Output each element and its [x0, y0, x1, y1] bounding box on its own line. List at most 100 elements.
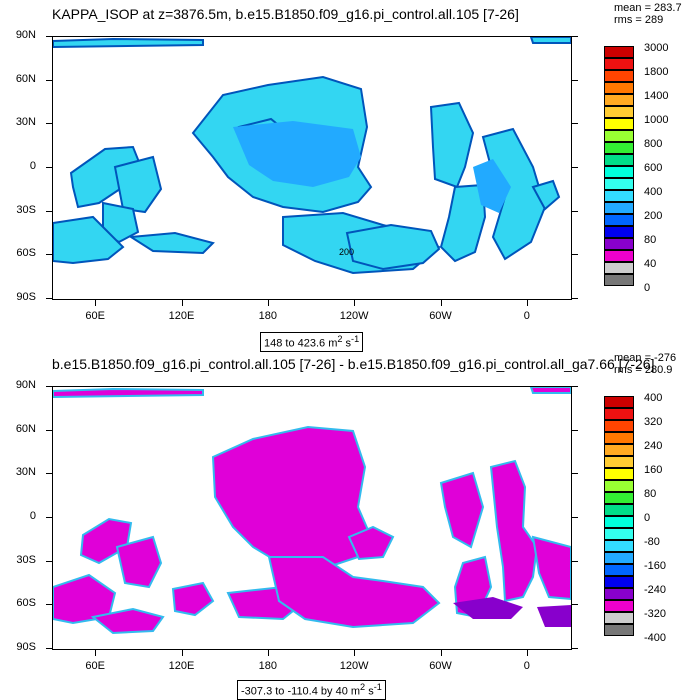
- bottom-land-region: [53, 387, 204, 399]
- top-xtick-mark: [95, 300, 97, 306]
- top-rms-stat: rms = 289: [614, 14, 664, 26]
- bottom-colorbar-cell: [604, 528, 634, 540]
- bottom-colorbar-cell: [604, 492, 634, 504]
- bottom-continents: [53, 387, 571, 635]
- bottom-chart-title: b.e15.B1850.f09_g16.pi_control.all.105 […: [52, 356, 655, 372]
- bottom-range-label: -307.3 to -110.4 by 40 m2 s-1: [237, 680, 386, 700]
- top-ytick-mark: [46, 36, 52, 37]
- top-ytick-label: 60S: [16, 247, 36, 260]
- top-ytick-mark: [572, 167, 578, 168]
- top-xtick-label: 180: [258, 310, 277, 322]
- top-colorbar-cell: [604, 202, 634, 214]
- bottom-ytick-mark: [46, 386, 52, 387]
- top-xtick-mark: [354, 300, 356, 306]
- bottom-land-region: [347, 525, 395, 561]
- bottom-ytick-label: 30S: [16, 553, 36, 566]
- bottom-ytick-label: 0: [29, 510, 36, 522]
- bottom-ytick-label: 30N: [15, 466, 36, 479]
- bottom-ytick-mark: [46, 473, 52, 475]
- bottom-xtick-label: 60E: [85, 660, 105, 672]
- bottom-mean-stat: mean = -276: [614, 352, 677, 364]
- bottom-ytick-label: 60N: [15, 422, 36, 435]
- top-colorbar-cell: [604, 154, 634, 166]
- bottom-land-region: [489, 459, 539, 603]
- top-colorbar-label: 400: [644, 186, 663, 198]
- bottom-ytick-label: 60S: [16, 597, 36, 610]
- bottom-field-minus240-region: [537, 605, 571, 627]
- top-ytick-label: 90N: [15, 29, 36, 41]
- top-ytick-mark: [46, 254, 52, 256]
- top-colorbar-cell: [604, 94, 634, 106]
- bottom-colorbar-label: -160: [644, 560, 667, 572]
- bottom-colorbar-cell: [604, 600, 634, 612]
- bottom-ytick-mark: [572, 560, 578, 562]
- top-ytick-mark: [572, 210, 578, 212]
- top-ytick-mark: [46, 210, 52, 212]
- bottom-colorbar-cell: [604, 444, 634, 456]
- bottom-colorbar-label: 320: [644, 416, 663, 428]
- top-colorbar-cell: [604, 226, 634, 238]
- bottom-colorbar-label: -400: [644, 632, 667, 644]
- top-colorbar-cell: [604, 130, 634, 142]
- bottom-colorbar-cell: [604, 612, 634, 624]
- bottom-rms-stat: rms = 280.9: [614, 364, 673, 376]
- bottom-ytick-label: 90N: [15, 379, 36, 391]
- bottom-colorbar-cell: [604, 468, 634, 480]
- bottom-range-text: -307.3 to -110.4 by 40 m: [241, 685, 361, 698]
- top-colorbar-cell: [604, 82, 634, 94]
- bottom-ytick-mark: [46, 429, 52, 431]
- top-land-region: [127, 231, 215, 255]
- top-colorbar-label: 0: [644, 282, 651, 294]
- top-range-tail: s: [342, 337, 352, 350]
- top-ytick-label: 0: [29, 160, 36, 172]
- bottom-colorbar: [604, 396, 634, 636]
- bottom-xtick-label: 180: [258, 660, 277, 672]
- top-colorbar-cell: [604, 262, 634, 274]
- top-colorbar-label: 800: [644, 138, 663, 150]
- bottom-xtick-mark: [354, 650, 356, 656]
- top-colorbar-cell: [604, 58, 634, 70]
- top-colorbar-cell: [604, 166, 634, 178]
- top-colorbar: [604, 46, 634, 286]
- bottom-xtick-label: 120W: [339, 660, 369, 672]
- bottom-ytick-label: 90S: [16, 641, 36, 653]
- top-range-sup: 2: [337, 334, 343, 344]
- top-map-field: 200: [53, 37, 571, 275]
- bottom-land-region: [171, 581, 215, 617]
- bottom-land-region: [90, 607, 165, 635]
- top-colorbar-label: 1400: [644, 90, 669, 102]
- bottom-colorbar-cell: [604, 480, 634, 492]
- bottom-ytick-mark: [572, 648, 578, 649]
- top-contour-label: 200: [339, 247, 354, 257]
- bottom-xtick-label: 60W: [429, 660, 452, 672]
- bottom-field-minus240-region: [453, 597, 523, 619]
- top-colorbar-label: 80: [644, 234, 657, 246]
- top-field-200-400-region: [233, 121, 361, 187]
- top-xtick-label: 120E: [168, 310, 195, 322]
- top-panel: KAPPA_ISOP at z=3876.5m, b.e15.B1850.f09…: [15, 2, 682, 352]
- top-ytick-label: 60N: [15, 72, 36, 85]
- top-colorbar-cell: [604, 238, 634, 250]
- bottom-colorbar-label: 0: [644, 512, 651, 524]
- top-xtick-label: 60E: [85, 310, 105, 322]
- bottom-colorbar-cell: [604, 564, 634, 576]
- top-range-text: 148 to 423.6 m: [264, 337, 338, 350]
- top-ytick-mark: [572, 254, 578, 256]
- bottom-colorbar-cell: [604, 396, 634, 408]
- top-ytick-mark: [46, 298, 52, 299]
- top-colorbar-cell: [604, 274, 634, 286]
- bottom-colorbar-cell: [604, 504, 634, 516]
- bottom-land-region: [211, 425, 373, 569]
- bottom-range-sup: 2: [360, 682, 366, 692]
- bottom-xtick-mark: [95, 650, 97, 656]
- top-colorbar-cell: [604, 70, 634, 82]
- bottom-colorbar-cell: [604, 552, 634, 564]
- bottom-colorbar-label: 240: [644, 440, 663, 452]
- bottom-colorbar-cell: [604, 420, 634, 432]
- bottom-xtick-mark: [440, 650, 442, 656]
- top-ytick-mark: [46, 167, 52, 168]
- top-ytick-mark: [46, 123, 52, 125]
- bottom-ytick-mark: [572, 429, 578, 431]
- top-colorbar-cell: [604, 190, 634, 202]
- bottom-map-plot: [52, 386, 572, 650]
